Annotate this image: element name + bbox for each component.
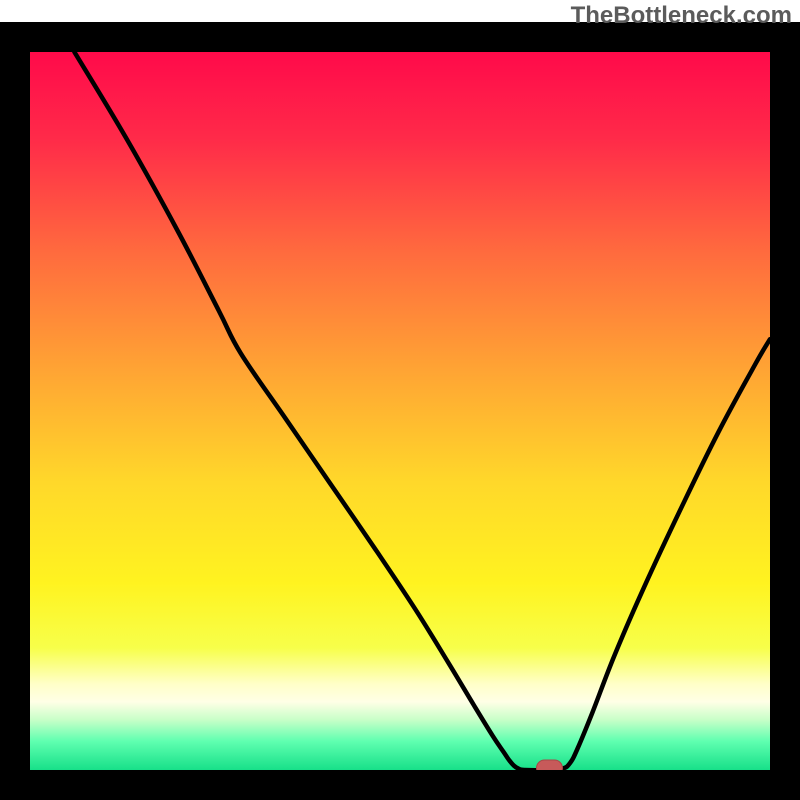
chart-frame: [770, 22, 800, 800]
attribution-text: TheBottleneck.com: [571, 2, 792, 30]
chart-frame: [0, 770, 800, 800]
bottleneck-chart: TheBottleneck.com: [0, 0, 800, 800]
chart-svg: [0, 0, 800, 800]
chart-frame: [0, 22, 30, 800]
